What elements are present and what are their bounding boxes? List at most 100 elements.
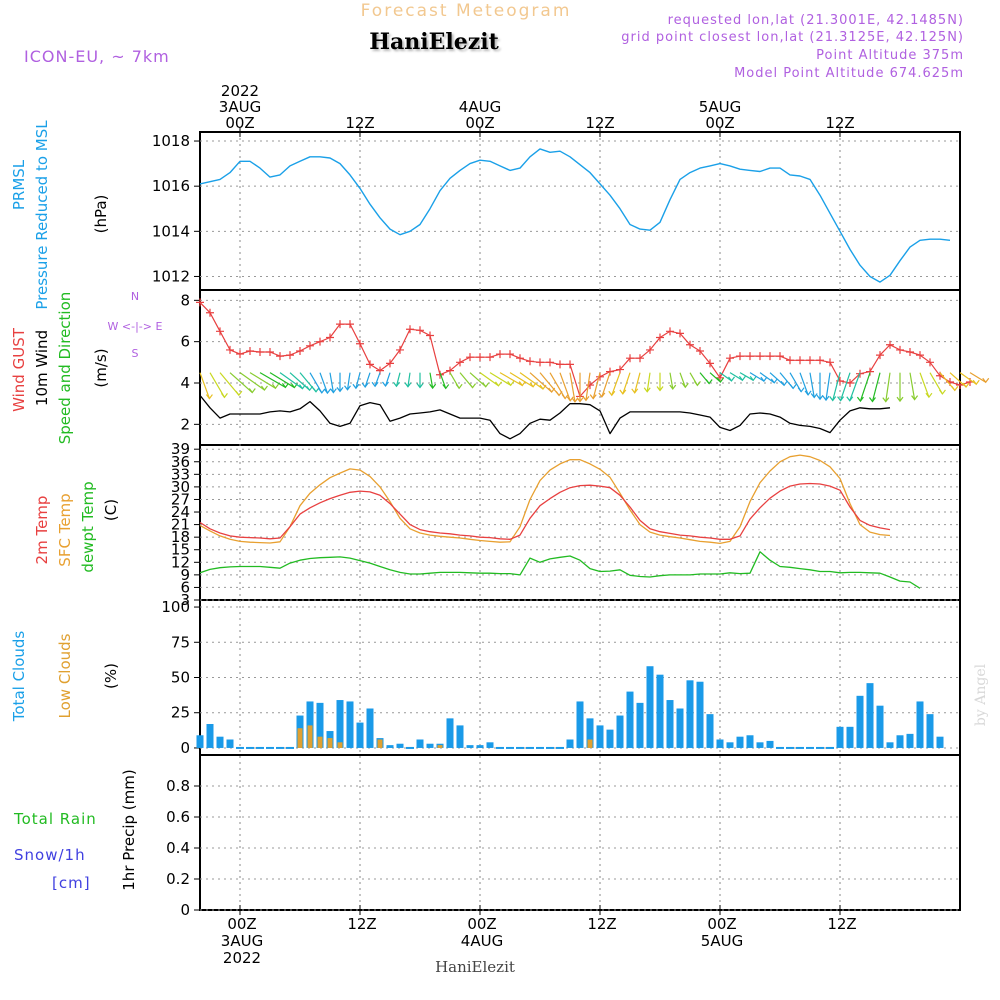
wind-direction-arrowhead xyxy=(382,381,389,388)
gust-marker xyxy=(956,381,964,390)
total-cloud-bar xyxy=(676,708,684,748)
clouds-unit: (%) xyxy=(102,663,120,689)
wind-direction-arrow xyxy=(634,372,641,393)
gust-marker xyxy=(366,360,374,369)
temp-2m-label: 2m Temp xyxy=(33,496,51,565)
wind-direction-arrowhead xyxy=(982,377,990,384)
wind-direction-arrowhead xyxy=(205,394,213,400)
wind-direction-arrowhead xyxy=(619,389,627,395)
temp-2m-line xyxy=(199,482,891,540)
total-cloud-bar xyxy=(766,740,774,748)
gust-marker xyxy=(426,331,434,340)
gust-marker xyxy=(396,345,404,354)
gust-marker xyxy=(406,325,414,334)
wind-direction-arrowhead xyxy=(404,382,412,388)
total-cloud-bar xyxy=(646,666,654,748)
wind-direction-arrowhead xyxy=(856,396,864,403)
gust-marker xyxy=(666,327,674,336)
pressure-label-prmsl: PRMSL xyxy=(10,159,28,210)
bottom-time-label: 3AUG xyxy=(221,932,263,950)
gust-marker xyxy=(616,365,624,374)
wind-direction-arrowhead xyxy=(669,384,677,391)
wind-direction-arrow xyxy=(611,372,621,396)
gust-marker xyxy=(456,358,464,367)
low-cloud-bar xyxy=(437,745,443,748)
gust-marker xyxy=(326,333,334,342)
temperature-series xyxy=(199,454,921,589)
gust-marker xyxy=(586,381,594,390)
wind-direction-arrowhead xyxy=(416,383,424,389)
gust-marker xyxy=(806,356,814,365)
gust-marker xyxy=(696,346,704,355)
gust-marker xyxy=(286,351,294,360)
wind-direction-arrowhead xyxy=(344,385,351,391)
gust-marker xyxy=(416,326,424,335)
wind-direction-arrow xyxy=(279,372,303,390)
wind-direction-arrow xyxy=(319,372,329,394)
wind-direction-arrow xyxy=(825,372,831,401)
gust-marker xyxy=(846,379,854,387)
point-altitude: Point Altitude 375m xyxy=(816,48,964,63)
gust-marker xyxy=(876,351,884,360)
total-cloud-bar xyxy=(726,742,734,748)
wind-direction-arrowhead xyxy=(822,395,830,402)
wind-direction-arrow xyxy=(469,372,487,388)
bottom-time-label: 2022 xyxy=(223,949,261,967)
total-cloud-bar xyxy=(336,700,344,748)
wind-direction-arrowhead xyxy=(882,397,890,403)
wind-direction-arrowhead xyxy=(455,383,463,390)
pressure-line xyxy=(199,148,951,283)
wind-direction-arrow xyxy=(592,372,601,399)
wind-10m-label: 10m Wind xyxy=(33,330,51,406)
pressure-y-tick-label: 1012 xyxy=(152,267,190,285)
gust-marker xyxy=(506,350,514,359)
temp-sfc-label: SFC Temp xyxy=(56,493,74,566)
wind-direction-arrowhead xyxy=(631,388,639,394)
wind-direction-arrowhead xyxy=(789,383,797,390)
wind-direction-arrow xyxy=(395,372,401,387)
total-cloud-bar xyxy=(566,739,574,748)
clouds-y-tick-label: 25 xyxy=(171,704,190,722)
temperature-y-tick-label: 6 xyxy=(180,578,190,596)
total-cloud-bar xyxy=(196,735,204,748)
pressure-series xyxy=(199,148,951,283)
snow-label: Snow/1h xyxy=(14,846,86,864)
wind-direction-arrow xyxy=(229,372,253,393)
wind-direction-arrowhead xyxy=(693,381,701,387)
wind-direction-arrow xyxy=(919,372,930,398)
wind-speed-line xyxy=(199,394,891,440)
wind-direction-arrowhead xyxy=(561,394,569,400)
wind-direction-arrowhead xyxy=(868,397,876,403)
total-cloud-bar xyxy=(366,708,374,748)
wind-direction-arrowhead xyxy=(352,383,360,390)
gust-marker xyxy=(756,352,764,361)
wind-direction-arrow xyxy=(959,372,977,385)
top-time-label: 00Z xyxy=(465,114,494,132)
wind-direction-arrow xyxy=(840,372,851,401)
low-clouds-label: Low Clouds xyxy=(56,633,74,718)
wind-direction-arrowhead xyxy=(235,390,243,397)
wind-direction-arrowhead xyxy=(507,380,515,387)
wind-direction-arrowhead xyxy=(770,378,778,384)
gust-marker xyxy=(816,356,824,365)
gust-marker xyxy=(566,360,574,369)
wind-direction-arrow xyxy=(489,372,512,386)
total-cloud-bar xyxy=(206,724,214,748)
wind-direction-arrow xyxy=(832,372,841,401)
pressure-y-tick-label: 1014 xyxy=(152,222,190,240)
wind-direction-label: Speed and Direction xyxy=(56,292,74,445)
gust-marker xyxy=(256,348,264,356)
top-time-label: 00Z xyxy=(225,114,254,132)
wind-direction-arrow xyxy=(519,372,544,390)
gust-marker xyxy=(336,320,344,329)
wind-direction-arrow xyxy=(289,372,311,391)
gust-marker xyxy=(686,340,694,349)
temperature-y-tick-label: 27 xyxy=(171,490,190,508)
compass-rose: W <-|-> E xyxy=(108,320,163,333)
low-cloud-bar xyxy=(307,725,313,748)
low-cloud-bar xyxy=(317,736,323,748)
gust-marker xyxy=(626,354,634,363)
bottom-time-label: 12Z xyxy=(347,915,376,933)
compass-south: S xyxy=(132,347,139,360)
